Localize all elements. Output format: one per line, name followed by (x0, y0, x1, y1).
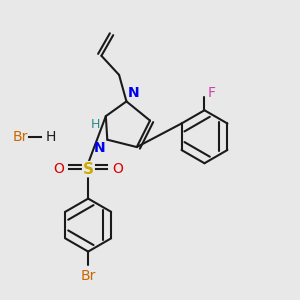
Text: N: N (128, 86, 140, 100)
Text: Br: Br (12, 130, 28, 144)
Text: Br: Br (80, 269, 96, 283)
Text: N: N (94, 141, 106, 155)
Text: H: H (46, 130, 56, 144)
Text: S: S (83, 162, 94, 177)
Text: O: O (112, 162, 124, 176)
Text: O: O (53, 162, 64, 176)
Text: F: F (207, 85, 215, 100)
Text: H: H (91, 118, 100, 131)
